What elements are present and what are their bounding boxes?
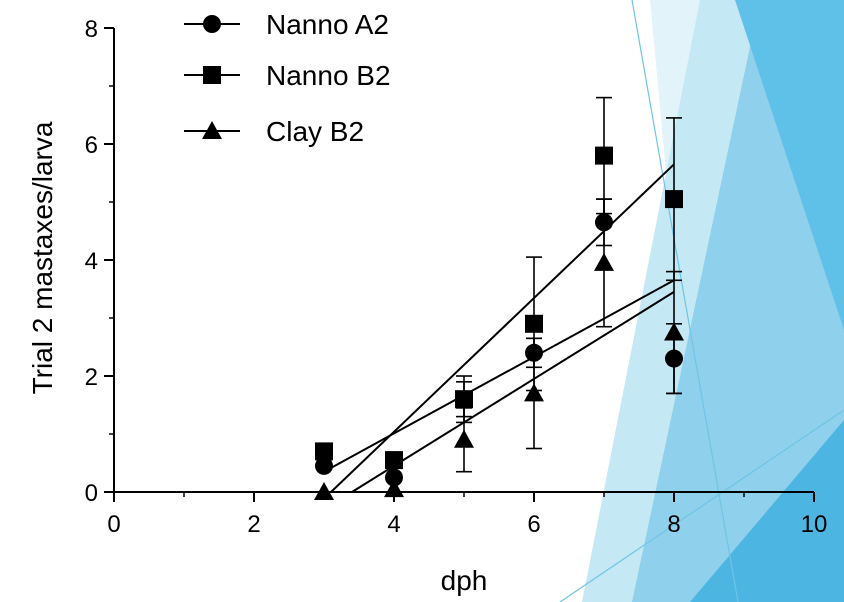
y-tick-label: 6 [85,132,98,159]
x-tick-label: 4 [387,511,400,538]
data-point-triangle [664,322,684,341]
y-tick-label: 8 [85,16,98,43]
y-axis-title: Trial 2 mastaxes/larva [27,121,58,394]
fit-line-1 [323,279,675,473]
data-point-square [525,314,543,333]
x-tick-label: 6 [527,511,540,538]
legend-marker-square [203,66,221,84]
deco-line [559,409,844,602]
x-tick-label: 2 [247,511,260,538]
data-point-triangle [594,252,614,271]
fit-line-3 [351,291,675,493]
data-point-square [385,451,403,470]
x-tick-label: 8 [667,511,680,538]
y-tick-label: 4 [85,248,98,275]
data-point-circle [665,349,683,368]
data-point-circle [315,456,333,475]
data-point-triangle [384,479,404,498]
axes: 0 2 4 6 8 10 0 2 4 6 8 [85,16,828,538]
data-point-triangle [454,429,474,448]
fit-line-2 [330,163,675,493]
y-tick-label: 0 [85,480,98,507]
x-tick-label: 10 [801,511,828,538]
deco-dark-panel [690,420,844,602]
data-point-square [315,442,333,461]
data-point-triangle [524,383,544,402]
y-tick-label: 2 [85,364,98,391]
legend-label: Nanno A2 [266,9,389,40]
data-point-square [595,146,613,165]
deco-bright-panel [735,0,844,330]
x-tick-label: 0 [107,511,120,538]
legend-marker-triangle [202,121,222,139]
data-point-square [665,190,683,209]
data-point-square [455,390,473,409]
data-point-circle [385,468,403,487]
legend: Nanno A2 Nanno B2 Clay B2 [184,9,391,147]
background-decoration [559,0,844,602]
x-axis-title: dph [441,565,488,596]
data-point-circle [595,213,613,232]
data-point-triangle [314,482,334,500]
legend-marker-circle [203,15,221,33]
deco-line [631,0,739,602]
fit-lines [323,163,675,493]
data-markers [314,146,684,500]
legend-label: Nanno B2 [266,60,391,91]
legend-label: Clay B2 [266,116,364,147]
data-point-circle [525,343,543,362]
